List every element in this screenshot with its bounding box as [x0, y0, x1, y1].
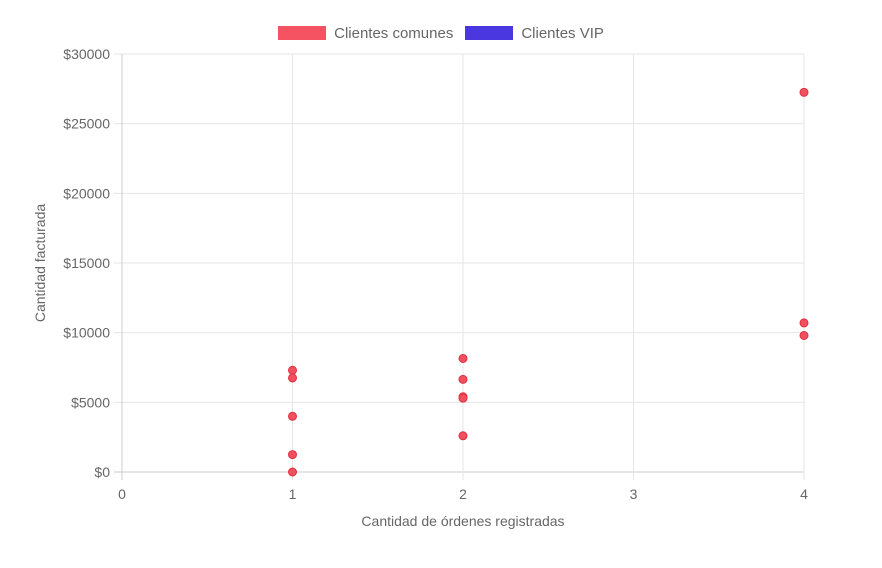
data-point — [458, 393, 468, 403]
x-tick-label: 0 — [118, 486, 126, 502]
x-tick-label: 4 — [800, 486, 808, 502]
x-axis-title: Cantidad de órdenes registradas — [361, 513, 564, 529]
data-point — [799, 330, 809, 340]
data-point — [458, 374, 468, 384]
y-tick-label: $30000 — [63, 46, 110, 62]
legend-label-clientes-vip: Clientes VIP — [521, 24, 604, 42]
y-tick-label: $20000 — [63, 185, 110, 201]
data-point — [458, 431, 468, 441]
data-point — [458, 353, 468, 363]
y-tick-label: $5000 — [71, 394, 110, 410]
x-tick-label: 2 — [459, 486, 467, 502]
legend-item-clientes-comunes[interactable]: Clientes comunes — [278, 25, 453, 42]
data-point — [799, 87, 809, 97]
x-tick-label: 3 — [630, 486, 638, 502]
legend-swatch-clientes-comunes — [278, 26, 327, 40]
data-point — [288, 450, 297, 460]
data-point — [288, 365, 297, 375]
legend-item-clientes-vip[interactable]: Clientes VIP — [465, 25, 604, 42]
data-point — [288, 373, 297, 383]
chart-legend: Clientes comunes Clientes VIP — [0, 22, 882, 44]
data-point — [799, 318, 809, 328]
data-point — [288, 411, 297, 421]
y-tick-label: $10000 — [63, 325, 110, 341]
y-tick-label: $0 — [94, 464, 110, 480]
y-tick-label: $15000 — [63, 255, 110, 271]
x-tick-label: 1 — [289, 486, 297, 502]
legend-swatch-clientes-vip — [465, 26, 514, 40]
y-tick-label: $25000 — [63, 116, 110, 132]
data-point — [288, 467, 297, 477]
legend-label-clientes-comunes: Clientes comunes — [334, 24, 454, 42]
y-axis-title: Cantidad facturada — [32, 204, 48, 323]
